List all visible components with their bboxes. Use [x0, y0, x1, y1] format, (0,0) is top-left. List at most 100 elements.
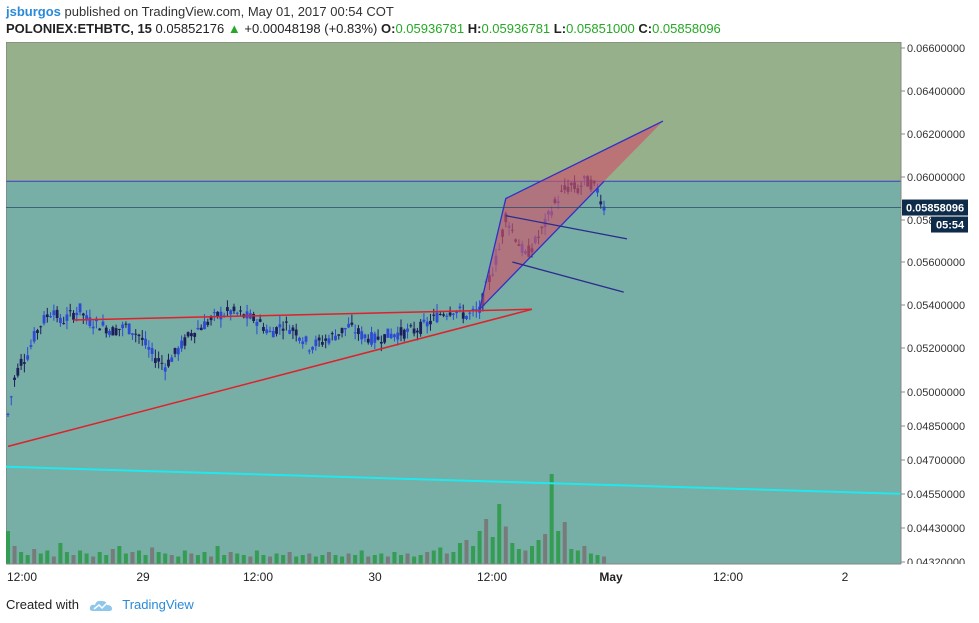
candle-body — [386, 328, 390, 338]
candle-body — [389, 333, 393, 339]
volume-bar — [549, 474, 554, 564]
candle-body — [452, 313, 455, 315]
open-value: 0.05936781 — [395, 21, 465, 36]
countdown-tag — [931, 216, 968, 233]
candle-body — [206, 321, 210, 326]
candle-body — [432, 314, 436, 316]
volume-bar — [19, 552, 24, 564]
candle-body — [52, 310, 56, 316]
upper-price-zone — [6, 42, 901, 182]
volume-bar — [569, 549, 574, 564]
volume-bar — [274, 553, 279, 564]
price-chart[interactable]: 0.06600000 0.06400000 0.06200000 0.06000000… — [5, 41, 970, 588]
volume-bar — [294, 556, 299, 564]
volume-bar — [45, 550, 50, 564]
volume-bar — [268, 556, 272, 564]
candle-body — [465, 315, 468, 320]
candle-body — [383, 334, 387, 343]
volume-bar — [78, 550, 83, 564]
volume-bar — [543, 534, 548, 564]
candle-body — [461, 312, 465, 319]
rising-wedge-fill — [479, 121, 663, 310]
y-tick-label: 0.04850000 — [907, 421, 965, 433]
candle-body — [75, 312, 79, 316]
candle-body — [409, 325, 413, 327]
candle-body — [121, 324, 125, 329]
candle-body — [294, 329, 298, 336]
candle-body — [124, 323, 128, 325]
volume-bar — [438, 547, 443, 564]
volume-bar — [313, 556, 318, 564]
up-arrow-icon: ▲ — [227, 21, 241, 36]
open-label: O: — [380, 21, 396, 36]
candle-body — [429, 320, 432, 325]
high-label: H: — [467, 21, 482, 36]
candle-body — [366, 338, 370, 343]
candle-body — [471, 308, 475, 311]
candle-body — [29, 345, 33, 347]
candle-body — [350, 322, 354, 325]
candle-body — [442, 314, 445, 316]
y-tick-label: 0.06000000 — [907, 172, 965, 184]
volume-bar — [477, 531, 482, 564]
last-price-tag-label: 0.05858096 — [906, 203, 964, 215]
volume-bar — [97, 552, 102, 564]
volume-bar — [307, 553, 312, 564]
x-tick-label: 2 — [842, 570, 849, 584]
y-tick-label: 0.05400000 — [907, 300, 965, 312]
volume-bar — [588, 553, 593, 564]
candle-body — [199, 327, 203, 331]
y-tick-label: 0.04550000 — [907, 489, 965, 501]
volume-bar — [379, 553, 384, 564]
candle-body — [402, 329, 406, 339]
candle-body — [39, 326, 43, 328]
volume-bar — [137, 550, 141, 564]
candle-body — [36, 330, 39, 333]
volume-bar — [91, 556, 96, 564]
candle-body — [45, 314, 49, 318]
tradingview-brand-link[interactable]: TradingView — [122, 597, 194, 612]
footer: Created with TradingView — [6, 597, 194, 613]
volume-bar — [195, 555, 200, 564]
candle-body — [232, 306, 236, 312]
candle-body — [399, 327, 403, 336]
candle-body — [235, 312, 239, 314]
candle-body — [203, 321, 206, 330]
volume-bar — [418, 555, 423, 564]
last-price: 0.05852176 — [155, 21, 225, 36]
candle-body — [245, 311, 249, 319]
volume-bar — [595, 555, 600, 564]
candle-body — [321, 342, 324, 345]
volume-bar — [6, 531, 10, 564]
candle-body — [455, 310, 459, 314]
candle-body — [419, 321, 423, 335]
volume-bar — [84, 553, 89, 564]
candle-body — [209, 317, 213, 321]
volume-bar — [399, 555, 403, 564]
volume-bar — [143, 555, 148, 564]
candle-body — [353, 332, 357, 334]
author-name[interactable]: jsburgos — [6, 4, 61, 19]
candle-body — [104, 327, 108, 334]
low-label: L: — [553, 21, 567, 36]
candle-body — [101, 321, 105, 326]
symbol-label[interactable]: POLONIEX:ETHBTC, 15 — [6, 21, 152, 36]
chart-frame[interactable]: 0.06600000 0.06400000 0.06200000 0.06000000… — [5, 41, 970, 588]
candle-body — [478, 306, 481, 313]
candle-body — [137, 334, 141, 337]
candle-body — [190, 333, 193, 337]
volume-bar — [346, 553, 351, 564]
volume-bar — [516, 549, 521, 564]
candle-body — [435, 312, 439, 323]
x-tick-label: 12:00 — [713, 570, 743, 584]
target-line-2 — [512, 261, 624, 293]
volume-bar — [582, 546, 587, 564]
candle-body — [360, 331, 364, 340]
x-tick-label: 12:00 — [477, 570, 507, 584]
candle-body — [167, 359, 170, 367]
volume-bar — [471, 546, 476, 564]
candle-body — [108, 331, 111, 335]
candle-body — [307, 350, 311, 352]
candle-body — [281, 328, 285, 331]
candle-body — [62, 323, 66, 325]
